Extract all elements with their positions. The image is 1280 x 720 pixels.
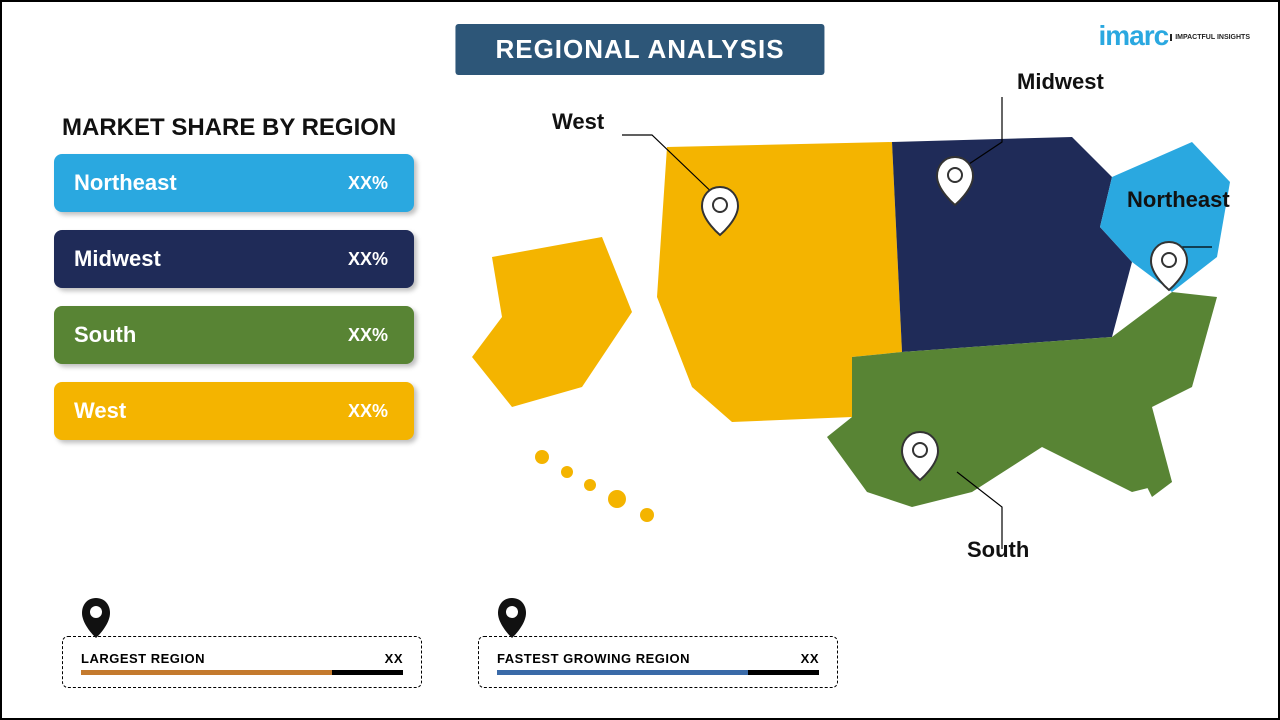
region-midwest <box>892 137 1132 352</box>
share-row-pct: XX% <box>348 173 388 194</box>
fastest-value: XX <box>801 651 819 666</box>
largest-value: XX <box>385 651 403 666</box>
share-list: Northeast XX% Midwest XX% South XX% West… <box>54 154 414 440</box>
share-title: MARKET SHARE BY REGION <box>62 114 396 142</box>
share-row-south: South XX% <box>54 306 414 364</box>
largest-label: LARGEST REGION <box>81 651 205 666</box>
share-row-west: West XX% <box>54 382 414 440</box>
largest-bar <box>81 670 332 675</box>
brand-tagline: IMPACTFUL INSIGHTS <box>1170 34 1250 41</box>
pin-icon <box>497 597 527 639</box>
share-row-pct: XX% <box>348 325 388 346</box>
callout-west: West <box>552 109 604 135</box>
callout-south: South <box>967 537 1029 563</box>
share-row-midwest: Midwest XX% <box>54 230 414 288</box>
fastest-bar <box>497 670 748 675</box>
callout-midwest: Midwest <box>1017 69 1104 95</box>
brand-logo: imarcIMPACTFUL INSIGHTS <box>1098 20 1250 52</box>
region-west-hawaii <box>535 450 654 522</box>
pin-icon <box>81 597 111 639</box>
share-row-label: Midwest <box>74 246 161 272</box>
share-row-northeast: Northeast XX% <box>54 154 414 212</box>
share-row-pct: XX% <box>348 401 388 422</box>
share-row-label: Northeast <box>74 170 177 196</box>
bottom-stat-boxes: LARGEST REGION XX FASTEST GROWING REGION… <box>62 636 838 688</box>
largest-region-box: LARGEST REGION XX <box>62 636 422 688</box>
title-banner: REGIONAL ANALYSIS <box>455 24 824 75</box>
share-row-label: South <box>74 322 136 348</box>
share-row-label: West <box>74 398 126 424</box>
map-area: West Midwest Northeast South <box>472 87 1252 557</box>
callout-northeast: Northeast <box>1127 187 1230 213</box>
share-row-pct: XX% <box>348 249 388 270</box>
brand-text: imarc <box>1098 20 1168 51</box>
region-west-alaska <box>472 237 632 407</box>
us-map-svg <box>472 87 1252 557</box>
fastest-region-box: FASTEST GROWING REGION XX <box>478 636 838 688</box>
fastest-label: FASTEST GROWING REGION <box>497 651 690 666</box>
